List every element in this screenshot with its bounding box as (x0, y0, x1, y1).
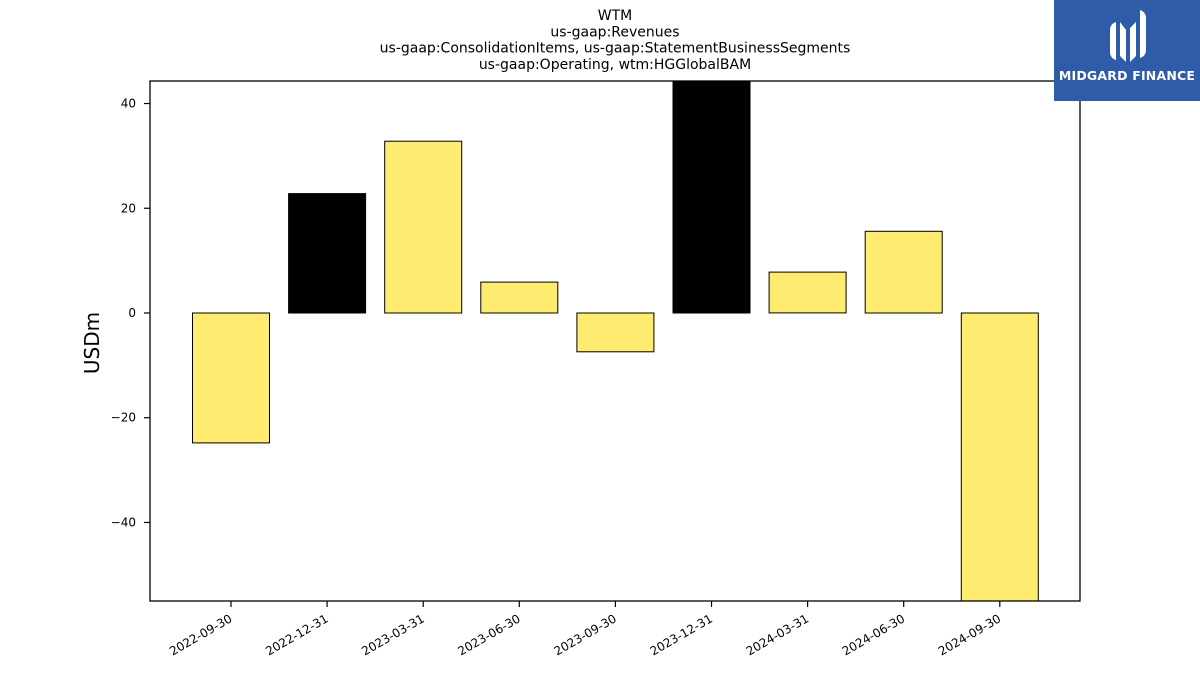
y-tick-label: 40 (121, 97, 136, 111)
bar-2023-09-30 (576, 312, 655, 353)
bar-2023-06-30 (480, 281, 559, 314)
x-tick-label: 2024-09-30 (936, 611, 1003, 658)
chart-title: WTMus-gaap:Revenuesus-gaap:Consolidation… (380, 8, 851, 73)
bar-2022-09-30 (192, 312, 270, 444)
bar-2024-09-30 (960, 312, 1039, 602)
chart-title-line: us-gaap:Operating, wtm:HGGlobalBAM (479, 57, 751, 73)
logo-text: MIDGARD FINANCE (1058, 68, 1196, 83)
bars (192, 80, 1039, 602)
y-axis: −40 −20 0 20 40 (111, 97, 150, 529)
bar-2023-12-31 (672, 80, 751, 314)
midgard-finance-logo: MIDGARD FINANCE (1054, 0, 1200, 101)
bar-2022-12-31 (288, 193, 367, 314)
y-tick-label: 20 (121, 201, 136, 215)
chart-title-line: us-gaap:Revenues (550, 24, 679, 40)
bar-2023-03-31 (384, 140, 463, 314)
y-tick-label: 0 (128, 306, 136, 320)
x-tick-label: 2023-09-30 (551, 611, 618, 658)
bar-2024-06-30 (864, 230, 943, 314)
x-tick-label: 2022-12-31 (263, 611, 330, 658)
chart-title-line: WTM (598, 8, 632, 24)
plot-frame (149, 80, 1081, 602)
x-tick-label: 2022-09-30 (167, 611, 234, 658)
x-tick-label: 2023-03-31 (359, 611, 426, 658)
x-axis: 2022-09-30 2022-12-31 2023-03-31 2023-06-30… (167, 601, 1003, 658)
x-tick-label: 2023-06-30 (455, 611, 522, 658)
x-tick-label: 2024-06-30 (840, 611, 907, 658)
bar-2024-03-31 (768, 271, 847, 314)
chart-title-line: us-gaap:ConsolidationItems, us-gaap:Stat… (380, 41, 851, 57)
y-axis-label: USDm (80, 312, 104, 374)
logo-mark-icon (1110, 10, 1146, 62)
x-tick-label: 2023-12-31 (648, 611, 715, 658)
y-tick-label: −40 (111, 515, 136, 529)
y-tick-label: −20 (111, 411, 136, 425)
x-tick-label: 2024-03-31 (744, 611, 811, 658)
